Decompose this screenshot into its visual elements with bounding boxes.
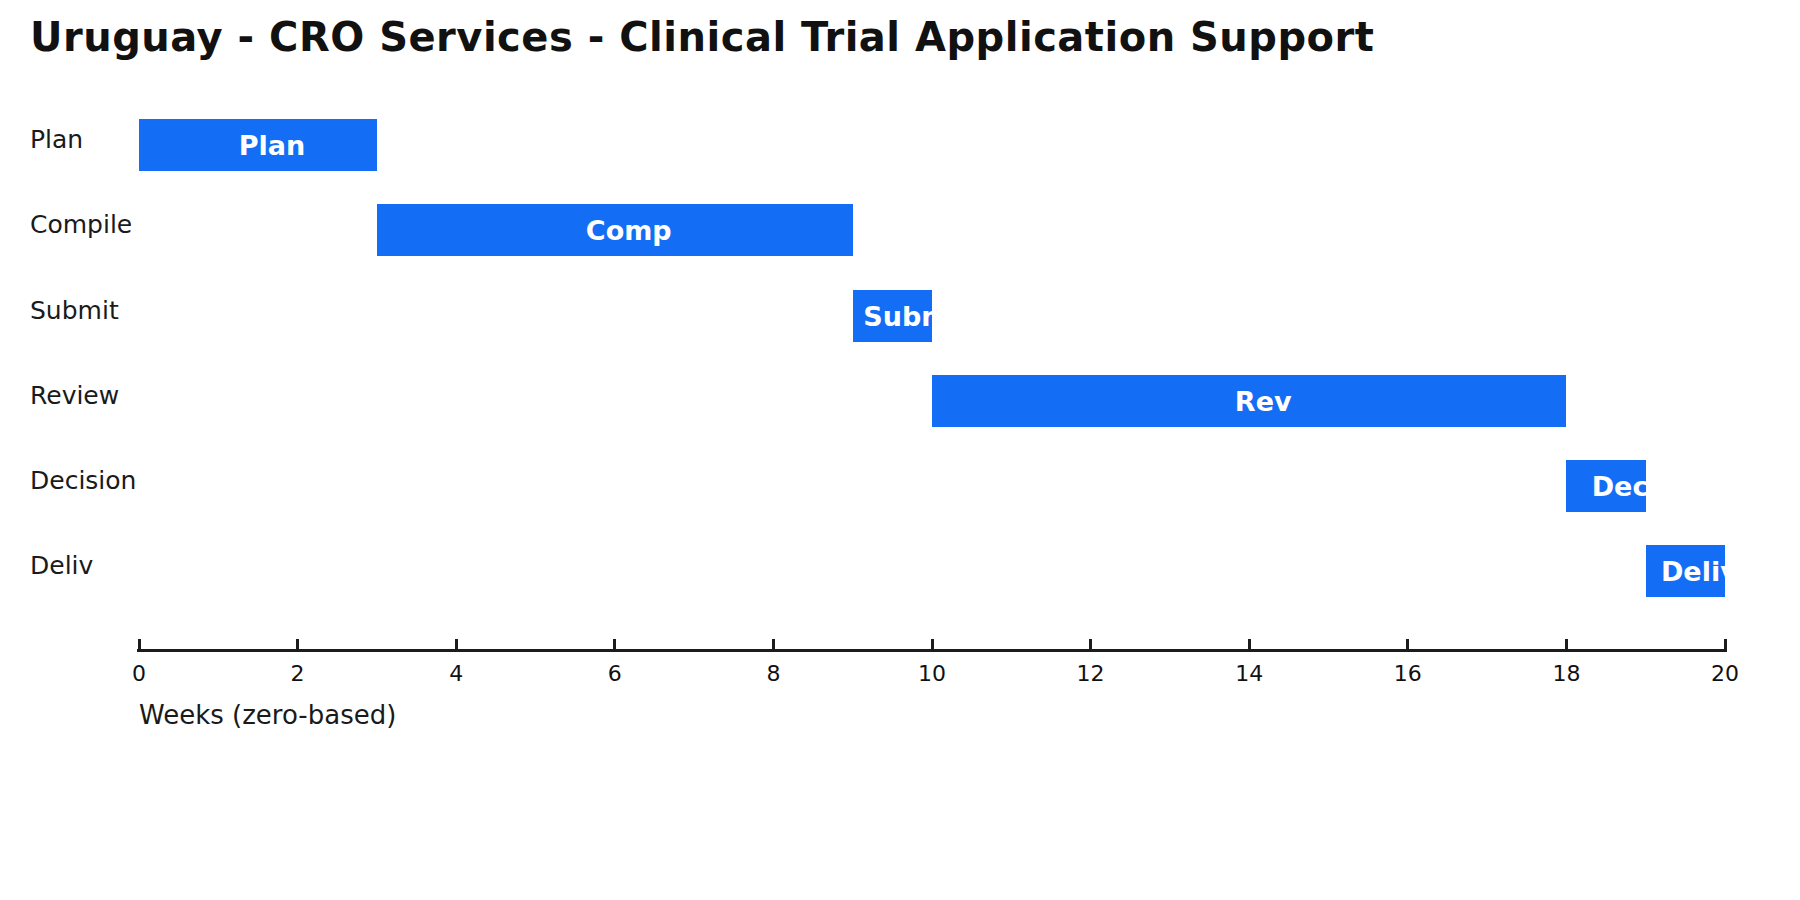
x-tick-16 [1406,639,1409,650]
row-label-submit: Submit [30,294,119,328]
x-tick-18 [1565,639,1568,650]
row-label-plan: Plan [30,123,83,157]
x-tick-label-0: 0 [99,661,179,686]
gantt-bar-compile: Comp [377,204,853,256]
row-label-deliv: Deliv [30,549,93,583]
x-tick-label-20: 20 [1685,661,1765,686]
gantt-bar-submit: Subm [853,290,932,342]
x-tick-6 [613,639,616,650]
x-tick-20 [1724,639,1727,650]
x-tick-label-2: 2 [258,661,338,686]
bar-label-decision: Dec [1592,471,1649,502]
gantt-bar-deliv: Deliv [1646,545,1725,597]
x-tick-14 [1248,639,1251,650]
x-tick-12 [1089,639,1092,650]
bar-label-review: Rev [1235,385,1292,416]
x-tick-0 [138,639,141,650]
gantt-bar-review: Rev [932,375,1566,427]
bar-label-submit: Subm [863,300,949,331]
x-tick-label-18: 18 [1526,661,1606,686]
x-tick-label-14: 14 [1209,661,1289,686]
row-label-compile: Compile [30,208,132,242]
x-tick-10 [931,639,934,650]
x-tick-label-4: 4 [416,661,496,686]
gantt-bar-decision: Dec [1566,460,1645,512]
x-tick-label-16: 16 [1368,661,1448,686]
bar-label-compile: Comp [586,215,672,246]
x-tick-2 [296,639,299,650]
x-tick-4 [455,639,458,650]
bar-label-deliv: Deliv [1661,556,1738,587]
x-axis-title: Weeks (zero-based) [139,700,396,730]
gantt-bar-plan: Plan [139,119,377,171]
chart-title: Uruguay - CRO Services - Clinical Trial … [30,14,1374,60]
x-tick-label-10: 10 [892,661,972,686]
x-tick-8 [772,639,775,650]
bar-label-plan: Plan [239,130,306,161]
x-tick-label-12: 12 [1051,661,1131,686]
row-label-decision: Decision [30,464,136,498]
x-tick-label-8: 8 [733,661,813,686]
gantt-chart-figure: Uruguay - CRO Services - Clinical Trial … [0,0,1800,900]
x-tick-label-6: 6 [575,661,655,686]
row-label-review: Review [30,379,119,413]
